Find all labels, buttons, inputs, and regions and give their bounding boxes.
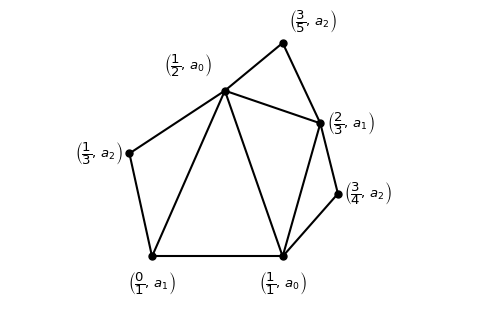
Text: $\left(\dfrac{3}{4},\,a_2\right)$: $\left(\dfrac{3}{4},\,a_2\right)$ xyxy=(344,180,392,207)
Text: $\left(\dfrac{2}{3},\,a_1\right)$: $\left(\dfrac{2}{3},\,a_1\right)$ xyxy=(326,110,374,137)
Text: $\left(\dfrac{1}{1},\,a_0\right)$: $\left(\dfrac{1}{1},\,a_0\right)$ xyxy=(258,270,306,297)
Text: $\left(\dfrac{3}{5},\,a_2\right)$: $\left(\dfrac{3}{5},\,a_2\right)$ xyxy=(289,8,337,35)
Text: $\left(\dfrac{1}{2},\,a_0\right)$: $\left(\dfrac{1}{2},\,a_0\right)$ xyxy=(164,52,212,79)
Text: $\left(\dfrac{1}{3},\,a_2\right)$: $\left(\dfrac{1}{3},\,a_2\right)$ xyxy=(76,140,123,167)
Text: $\left(\dfrac{0}{1},\,a_1\right)$: $\left(\dfrac{0}{1},\,a_1\right)$ xyxy=(128,270,176,297)
